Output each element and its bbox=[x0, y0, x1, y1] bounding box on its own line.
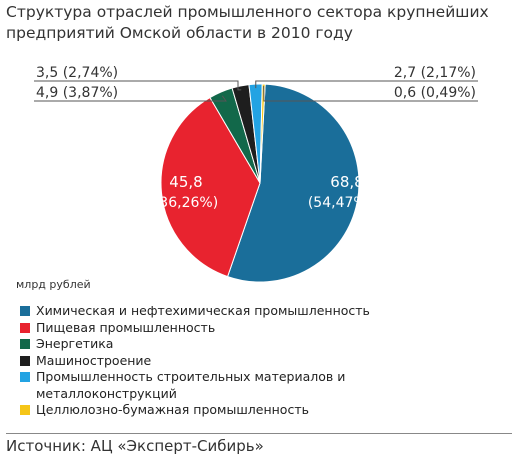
legend-item: Химическая и нефтехимическая промышленно… bbox=[20, 303, 510, 320]
leader-line bbox=[34, 95, 227, 102]
leader-line bbox=[263, 86, 478, 102]
chart-title: Структура отраслей промышленного сектора… bbox=[6, 3, 489, 42]
legend-swatch bbox=[20, 306, 30, 316]
legend-label: Промышленность строительных материалов и… bbox=[36, 369, 346, 401]
legend-swatch bbox=[20, 405, 30, 415]
pie-slice bbox=[259, 83, 266, 184]
legend-label: Химическая и нефтехимическая промышленно… bbox=[36, 303, 370, 318]
pie-slice bbox=[160, 96, 261, 278]
leader-line bbox=[34, 80, 242, 91]
data-label: 4,9 (3,87%) bbox=[36, 85, 118, 101]
legend-swatch bbox=[20, 339, 30, 349]
legend-item: Целлюлозно-бумажная промышленность bbox=[20, 402, 510, 419]
legend-swatch bbox=[20, 372, 30, 382]
data-label: 0,6 (0,49%) bbox=[394, 85, 476, 101]
legend-label: Пищевая промышленность bbox=[36, 319, 216, 335]
data-label: (54,47%) bbox=[308, 195, 372, 211]
legend-item: Машиностроение bbox=[20, 353, 510, 370]
unit-label: млрд рублей bbox=[16, 278, 91, 291]
legend-item: Пищевая промышленность bbox=[20, 320, 510, 337]
source-divider bbox=[6, 433, 512, 434]
legend-item: Промышленность строительных материалов и… bbox=[20, 369, 510, 402]
legend-swatch bbox=[20, 322, 30, 333]
source-note: Источник: АЦ «Эксперт-Сибирь» bbox=[6, 437, 264, 455]
pie-chart: 68,8 (54,47%) 45,8 (36,26%) 3,5 (2,74%) 4,9 (… bbox=[34, 65, 478, 283]
data-label: 45,8 bbox=[169, 173, 202, 191]
pie-slice bbox=[226, 83, 360, 283]
legend-label: Машиностроение bbox=[36, 352, 152, 368]
chart-legend: Химическая и нефтехимическая промышленно… bbox=[20, 303, 510, 419]
data-label: 3,5 (2,74%) bbox=[36, 65, 118, 81]
legend-label: Целлюлозно-бумажная промышленность bbox=[36, 402, 309, 417]
legend-label: Энергетика bbox=[36, 336, 114, 351]
data-label: (36,26%) bbox=[154, 195, 218, 211]
legend-swatch bbox=[20, 355, 30, 366]
leader-line bbox=[255, 80, 478, 89]
data-label: 68,8 bbox=[330, 173, 363, 191]
data-label: 2,7 (2,17%) bbox=[394, 65, 476, 81]
legend-item: Энергетика bbox=[20, 336, 510, 353]
